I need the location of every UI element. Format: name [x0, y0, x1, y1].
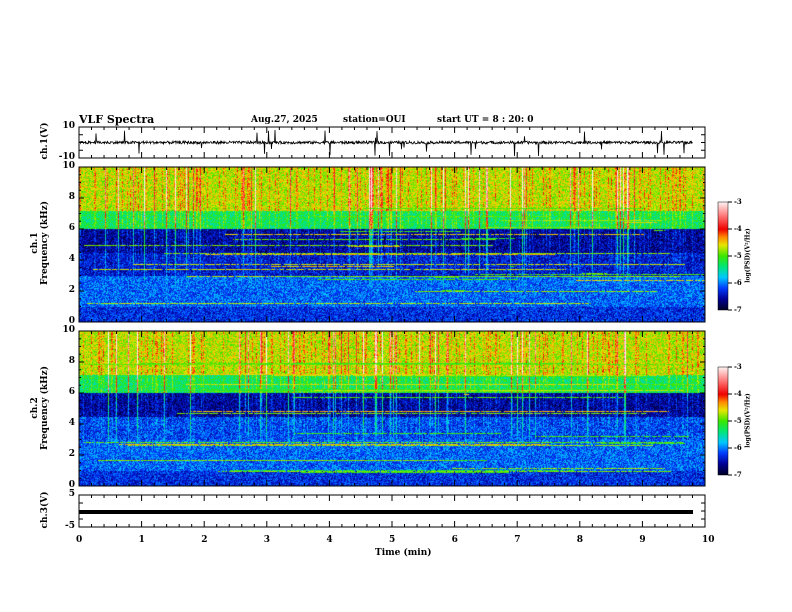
ch3-ylabel: ch.3(V) — [40, 491, 50, 529]
colorbar-tick-label: -4 — [734, 389, 742, 398]
y-tick-label: -5 — [65, 521, 75, 531]
y-tick-label: 4 — [68, 254, 75, 264]
ch1-trace — [79, 129, 693, 157]
x-tick-label: 8 — [576, 535, 584, 545]
y-tick-label: 10 — [62, 121, 75, 131]
colorbar-tick-label: -3 — [734, 362, 742, 371]
y-tick-label: 0 — [68, 480, 75, 490]
x-tick-label: 4 — [326, 535, 333, 545]
ch2-colorbar — [718, 367, 728, 475]
panel-frame — [78, 166, 706, 323]
ch1-ylabel: ch.1(V) — [40, 122, 50, 160]
y-tick-label: 10 — [62, 161, 75, 171]
ch2-spectrogram-ylabel: ch.2 Frequency (kHz) — [30, 358, 50, 458]
ch1-colorbar — [718, 202, 728, 310]
colorbar-frame — [717, 366, 729, 476]
x-tick-label: 5 — [389, 535, 396, 545]
colorbar-tick-label: -3 — [734, 197, 742, 206]
y-tick-label: 10 — [62, 325, 75, 335]
ch1-ylabel-line1: ch.1 — [30, 232, 40, 254]
colorbar-tick-label: -4 — [734, 224, 742, 233]
x-tick-label: 3 — [263, 535, 271, 545]
colorbar-tick-label: -7 — [734, 305, 742, 314]
panel-frame — [78, 330, 706, 487]
y-tick-label: 5 — [68, 489, 75, 499]
figure-title: VLF Spectra — [79, 113, 155, 126]
ch1-spectrogram-ylabel: ch.1 Frequency (kHz) — [30, 193, 50, 293]
ch1-spectrogram — [79, 167, 705, 322]
y-tick-label: 2 — [68, 449, 75, 459]
x-tick-label: 6 — [451, 535, 458, 545]
date-label: Aug.27, 2025 — [251, 115, 318, 125]
y-tick-label: 8 — [68, 192, 75, 202]
x-tick-label: 1 — [138, 535, 145, 545]
y-tick-label: -10 — [58, 152, 75, 162]
x-tick-label: 0 — [76, 535, 83, 545]
ch2-colorbar-label: log(PSD)(V²/Hz) — [744, 393, 752, 448]
x-tick-label: 9 — [639, 535, 646, 545]
station-label: station=OUI — [343, 115, 406, 125]
start-time-label: start UT = 8 : 20: 0 — [437, 115, 534, 125]
ch2-spectrogram — [79, 331, 705, 486]
ch1-ylabel-line2: Frequency (kHz) — [40, 201, 50, 286]
ch1-colorbar-label: log(PSD)(V²/Hz) — [744, 228, 752, 283]
x-axis-label: Time (min) — [375, 548, 432, 558]
colorbar-tick-label: -5 — [734, 416, 742, 425]
y-tick-label: 6 — [68, 223, 75, 233]
x-tick-label: 10 — [702, 535, 715, 545]
x-tick-label: 2 — [201, 535, 208, 545]
colorbar-tick-label: -6 — [734, 278, 742, 287]
ch2-ylabel-line2: Frequency (kHz) — [40, 366, 50, 451]
colorbar-tick-label: -6 — [734, 443, 742, 452]
y-tick-label: 4 — [68, 418, 75, 428]
y-tick-label: 8 — [68, 356, 75, 366]
colorbar-tick-label: -7 — [734, 470, 742, 479]
colorbar-frame — [717, 201, 729, 311]
y-tick-label: 0 — [68, 316, 75, 326]
colorbar-tick-label: -5 — [734, 251, 742, 260]
y-tick-label: 2 — [68, 285, 75, 295]
x-tick-label: 7 — [514, 535, 521, 545]
ch2-ylabel-line1: ch.2 — [30, 397, 40, 419]
y-tick-label: 6 — [68, 387, 75, 397]
